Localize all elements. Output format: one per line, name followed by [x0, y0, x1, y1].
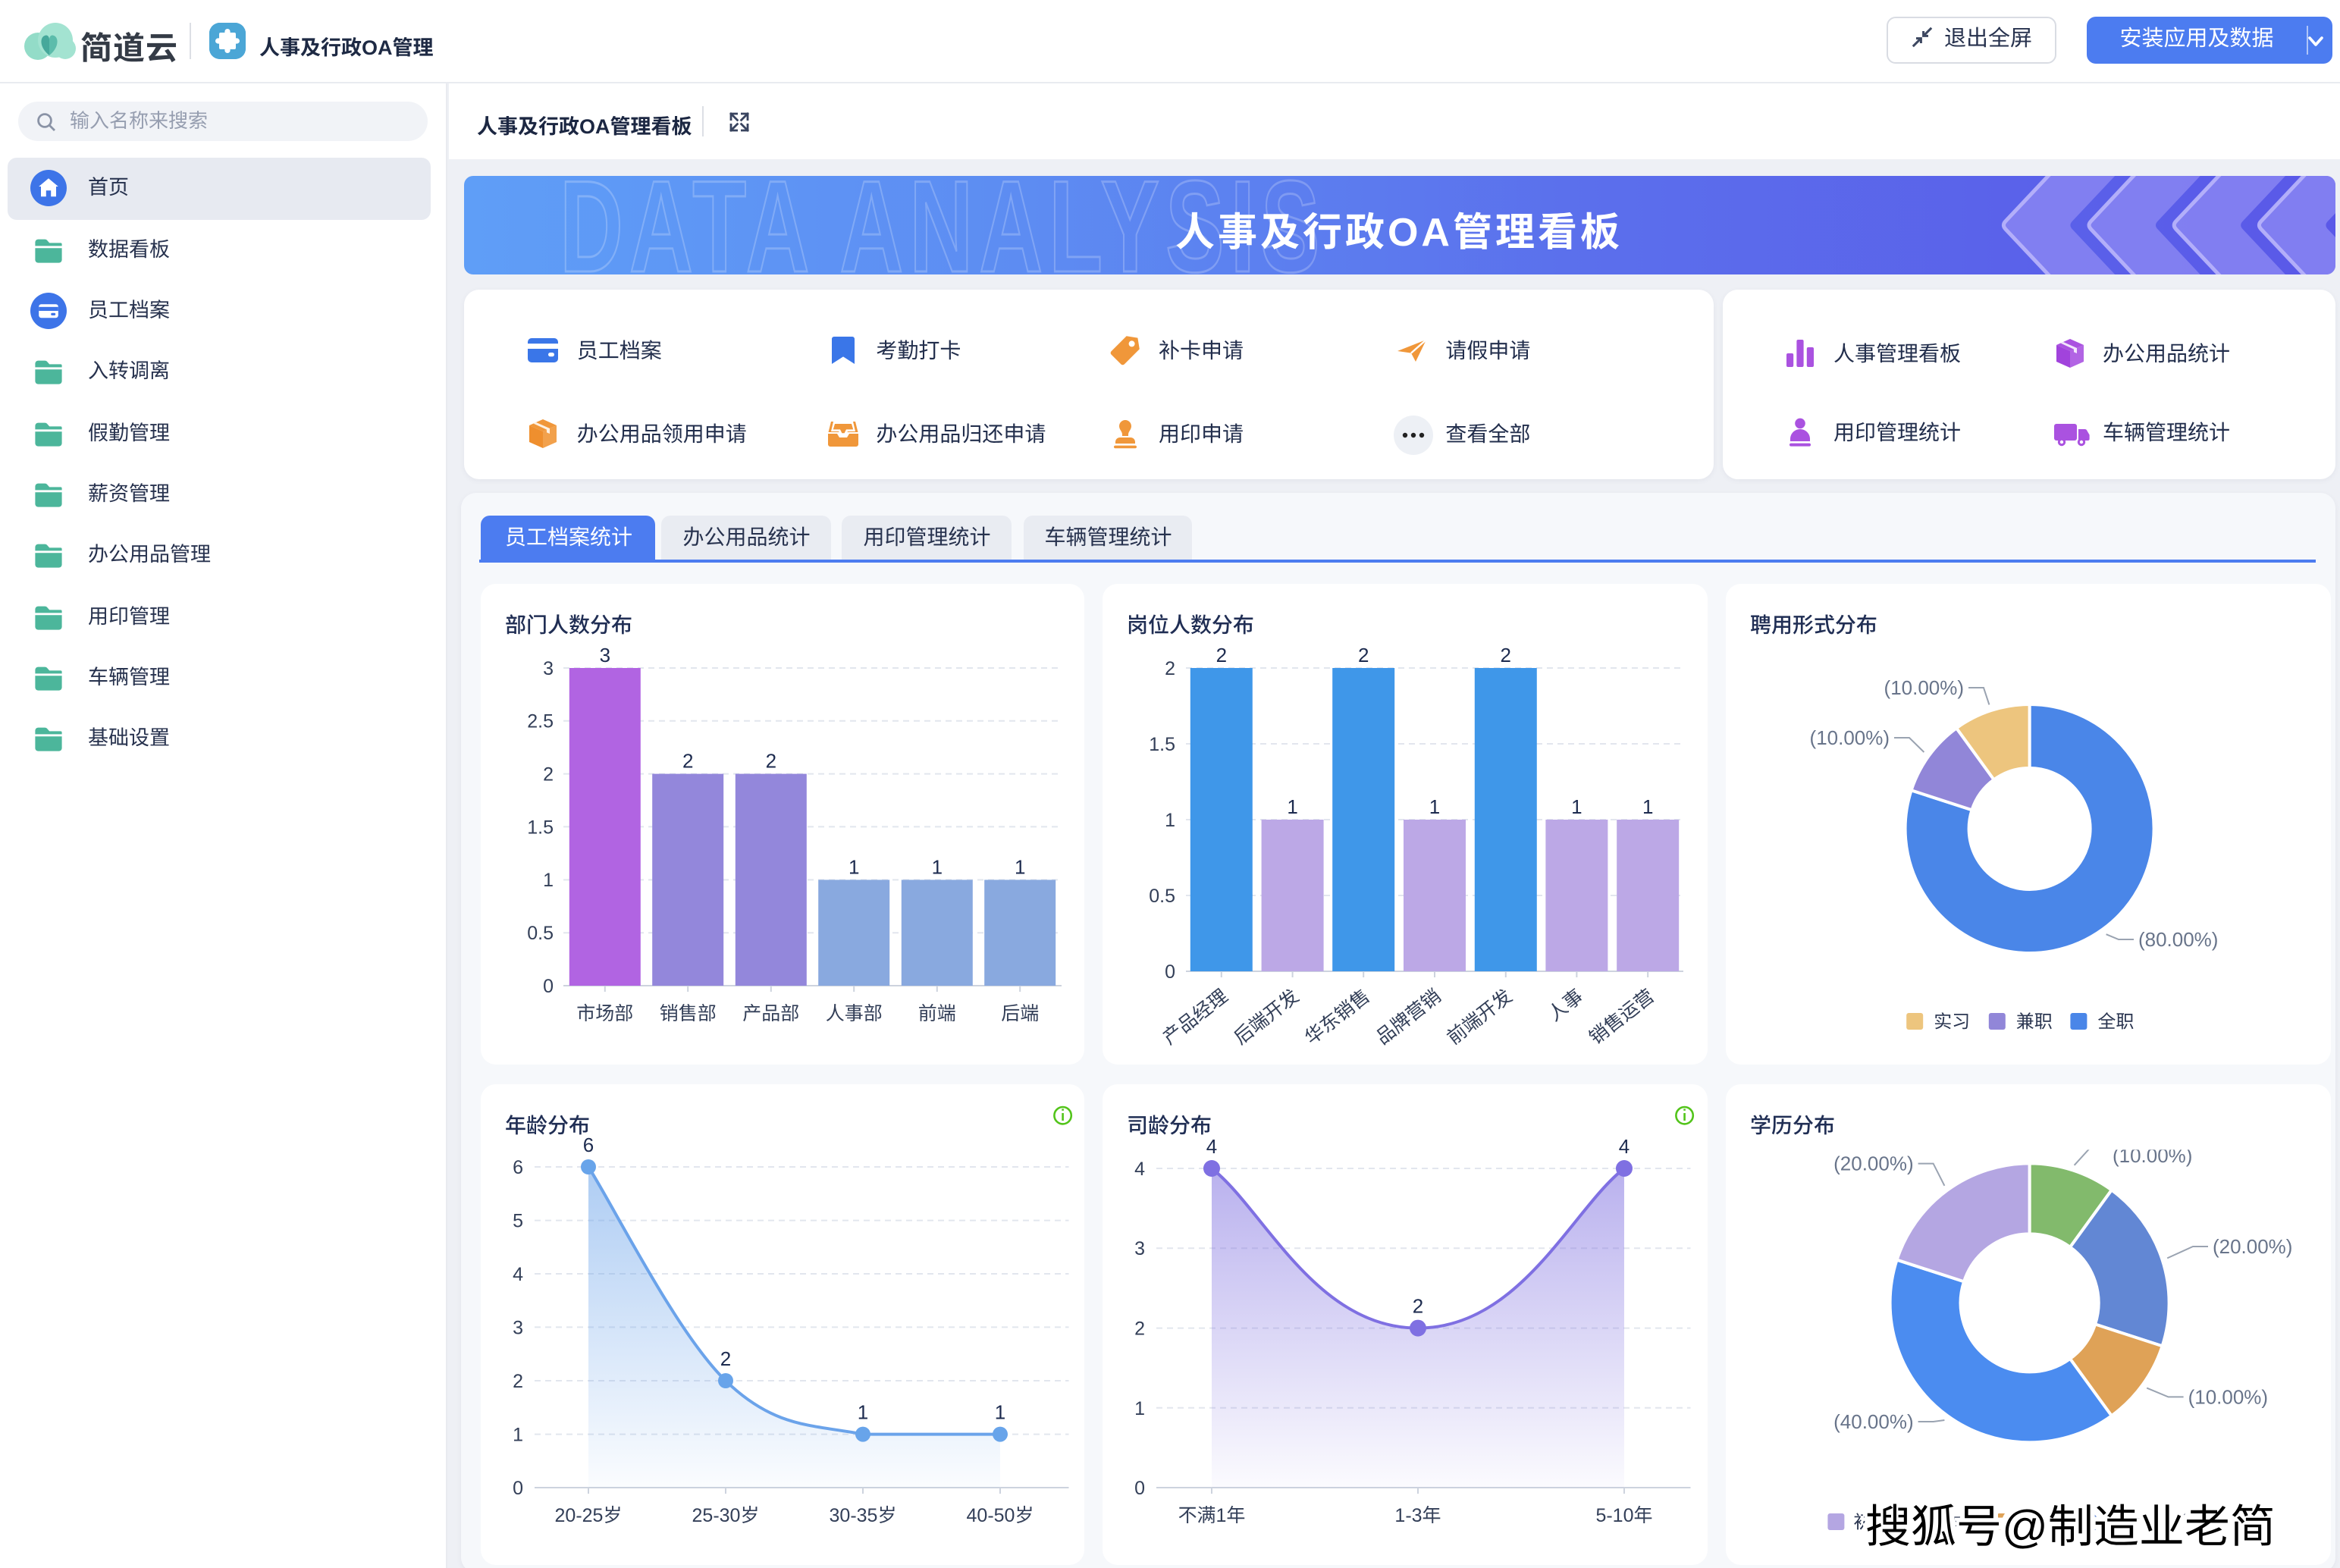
- svg-text:3: 3: [513, 1317, 523, 1338]
- svg-text:(80.00%): (80.00%): [2138, 927, 2218, 950]
- svg-text:6: 6: [583, 1133, 594, 1156]
- svg-text:2: 2: [1134, 1317, 1145, 1338]
- svg-text:销售运营: 销售运营: [1586, 985, 1658, 1049]
- svg-text:0: 0: [513, 1477, 523, 1498]
- svg-text:销售部: 销售部: [660, 1002, 717, 1024]
- svg-text:岗位人数分布: 岗位人数分布: [1127, 613, 1254, 636]
- svg-text:25-30岁: 25-30岁: [692, 1504, 759, 1526]
- svg-text:市场部: 市场部: [576, 1002, 633, 1024]
- svg-text:2.5: 2.5: [527, 710, 554, 732]
- svg-text:30-35岁: 30-35岁: [829, 1504, 896, 1526]
- svg-text:1: 1: [1642, 795, 1653, 817]
- svg-text:大专: 大专: [2106, 1511, 2142, 1532]
- svg-text:1-3年: 1-3年: [1394, 1504, 1441, 1526]
- svg-text:2: 2: [720, 1347, 731, 1369]
- svg-text:3: 3: [543, 657, 554, 679]
- svg-text:0: 0: [1165, 961, 1175, 982]
- svg-text:年龄分布: 年龄分布: [505, 1113, 590, 1137]
- svg-text:1: 1: [1287, 795, 1297, 817]
- svg-text:本科: 本科: [1944, 1511, 1981, 1532]
- svg-text:2: 2: [543, 763, 554, 784]
- svg-text:1: 1: [1429, 795, 1440, 817]
- svg-text:(20.00%): (20.00%): [2213, 1234, 2292, 1257]
- svg-text:0: 0: [543, 975, 554, 996]
- svg-text:硕士: 硕士: [2023, 1511, 2059, 1532]
- svg-text:(20.00%): (20.00%): [1834, 1152, 1914, 1174]
- svg-text:1: 1: [1571, 795, 1582, 817]
- svg-text:前端: 前端: [918, 1002, 956, 1024]
- svg-text:(40.00%): (40.00%): [1834, 1410, 1914, 1432]
- svg-text:产品部: 产品部: [742, 1002, 799, 1024]
- svg-text:初中: 初中: [1854, 1511, 1890, 1532]
- svg-text:2: 2: [1358, 643, 1369, 666]
- svg-text:华东销售: 华东销售: [1301, 985, 1374, 1049]
- svg-text:(10.00%): (10.00%): [2113, 1143, 2192, 1166]
- svg-text:1: 1: [1134, 1397, 1145, 1419]
- svg-text:全职: 全职: [2098, 1011, 2135, 1031]
- svg-text:前端开发: 前端开发: [1443, 985, 1516, 1049]
- svg-text:6: 6: [513, 1156, 523, 1178]
- svg-text:2: 2: [682, 749, 693, 772]
- svg-text:1: 1: [1015, 855, 1025, 877]
- svg-text:1: 1: [513, 1423, 523, 1444]
- svg-text:不满1年: 不满1年: [1178, 1504, 1246, 1526]
- svg-text:实习: 实习: [1934, 1011, 1971, 1031]
- svg-text:1: 1: [543, 869, 554, 890]
- svg-text:兼职: 兼职: [2016, 1011, 2053, 1031]
- svg-text:4: 4: [1134, 1158, 1145, 1179]
- svg-text:2: 2: [1413, 1294, 1423, 1317]
- svg-text:4: 4: [1206, 1134, 1217, 1157]
- svg-text:聘用形式分布: 聘用形式分布: [1750, 613, 1877, 636]
- svg-text:5-10年: 5-10年: [1595, 1504, 1652, 1526]
- svg-text:部门人数分布: 部门人数分布: [505, 613, 632, 636]
- svg-text:3: 3: [600, 643, 610, 666]
- svg-text:0.5: 0.5: [527, 922, 554, 943]
- svg-text:(10.00%): (10.00%): [1810, 726, 1890, 748]
- svg-text:1: 1: [1165, 809, 1175, 830]
- svg-text:品牌营销: 品牌营销: [1372, 985, 1445, 1049]
- svg-text:4: 4: [513, 1263, 523, 1284]
- svg-text:1.5: 1.5: [527, 816, 554, 837]
- svg-text:1.5: 1.5: [1149, 733, 1175, 754]
- svg-text:后端开发: 后端开发: [1230, 985, 1303, 1049]
- svg-text:2: 2: [1501, 643, 1511, 666]
- svg-text:5: 5: [513, 1209, 523, 1231]
- svg-text:40-50岁: 40-50岁: [966, 1504, 1034, 1526]
- svg-text:(10.00%): (10.00%): [2188, 1385, 2268, 1407]
- svg-text:1: 1: [932, 855, 943, 877]
- svg-text:2: 2: [513, 1370, 523, 1391]
- svg-text:产品经理: 产品经理: [1159, 985, 1231, 1049]
- svg-text:0: 0: [1134, 1477, 1145, 1498]
- svg-text:2: 2: [1165, 657, 1175, 679]
- svg-text:司龄分布: 司龄分布: [1127, 1113, 1212, 1137]
- svg-text:人事: 人事: [1544, 985, 1587, 1025]
- svg-text:人事部: 人事部: [826, 1002, 883, 1024]
- svg-text:2: 2: [1216, 643, 1227, 666]
- svg-text:4: 4: [1619, 1134, 1630, 1157]
- svg-text:20-25岁: 20-25岁: [554, 1504, 622, 1526]
- svg-text:1: 1: [848, 855, 859, 877]
- svg-text:0.5: 0.5: [1149, 885, 1175, 906]
- svg-text:学历分布: 学历分布: [1750, 1113, 1835, 1137]
- svg-text:后端: 后端: [1001, 1002, 1039, 1024]
- svg-text:(10.00%): (10.00%): [1884, 676, 1964, 698]
- svg-text:1: 1: [995, 1400, 1005, 1423]
- svg-text:博士: 博士: [2181, 1511, 2217, 1532]
- svg-text:1: 1: [858, 1400, 868, 1423]
- svg-text:3: 3: [1134, 1237, 1145, 1259]
- svg-text:2: 2: [766, 749, 776, 772]
